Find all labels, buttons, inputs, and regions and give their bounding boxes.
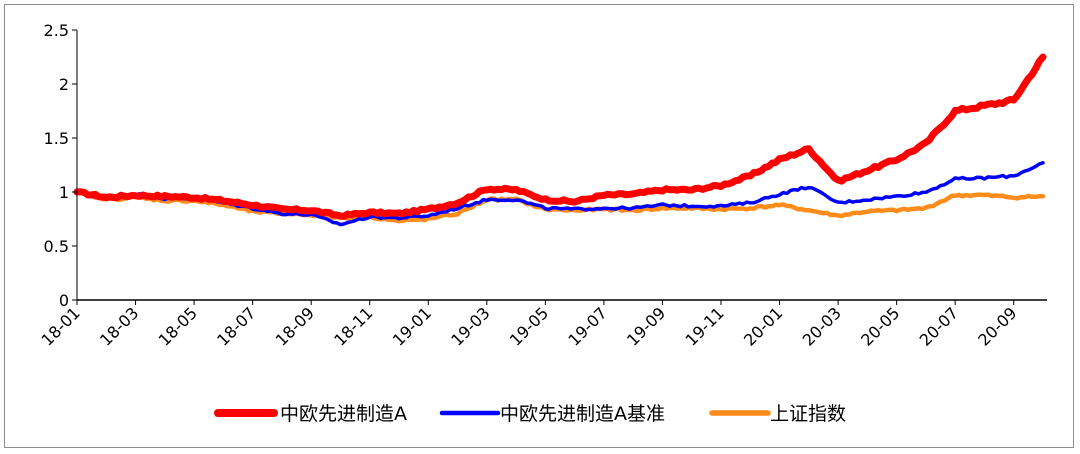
y-tick-label: 1.5 xyxy=(44,129,69,148)
series-line-1 xyxy=(75,161,1045,227)
x-tick-label: 18-05 xyxy=(155,303,201,349)
x-tick-label: 19-07 xyxy=(564,303,610,349)
x-tick-label: 20-09 xyxy=(974,303,1020,349)
legend-label-0: 中欧先进制造A xyxy=(280,403,407,425)
legend-label-1: 中欧先进制造A基准 xyxy=(500,403,665,425)
axes-layer: 0 0.5 1 1.5 2 2.5 18-01 18-03 18-05 18-07 18-09 18-… xyxy=(38,21,1047,350)
x-tick-label: 18-07 xyxy=(213,303,259,349)
legend-label-2: 上证指数 xyxy=(770,403,846,425)
x-tick-label: 18-11 xyxy=(330,303,376,349)
series-line-0 xyxy=(73,53,1047,220)
series-layer xyxy=(73,53,1047,227)
x-tick-label: 20-07 xyxy=(916,303,962,349)
x-tick-label: 20-03 xyxy=(799,303,845,349)
x-tick-label: 20-05 xyxy=(857,303,903,349)
y-tick-label: 0.5 xyxy=(44,237,69,256)
chart-frame xyxy=(4,4,1074,448)
x-tick-label: 18-01 xyxy=(38,303,84,349)
x-tick-label: 18-03 xyxy=(96,303,142,349)
y-tick-label: 1 xyxy=(59,183,69,202)
y-tick-label: 2.5 xyxy=(44,21,69,40)
x-tick-label: 19-09 xyxy=(623,303,669,349)
legend: 中欧先进制造A 中欧先进制造A基准 上证指数 xyxy=(214,403,846,425)
x-tick-label: 19-11 xyxy=(682,303,728,349)
x-tick-label: 19-01 xyxy=(389,303,435,349)
x-tick-label: 20-01 xyxy=(740,303,786,349)
y-tick-label: 2 xyxy=(59,75,69,94)
x-tick-label: 18-09 xyxy=(272,303,318,349)
x-tick-label: 19-03 xyxy=(447,303,493,349)
x-tick-label: 19-05 xyxy=(506,303,552,349)
y-tick-label: 0 xyxy=(59,291,69,310)
